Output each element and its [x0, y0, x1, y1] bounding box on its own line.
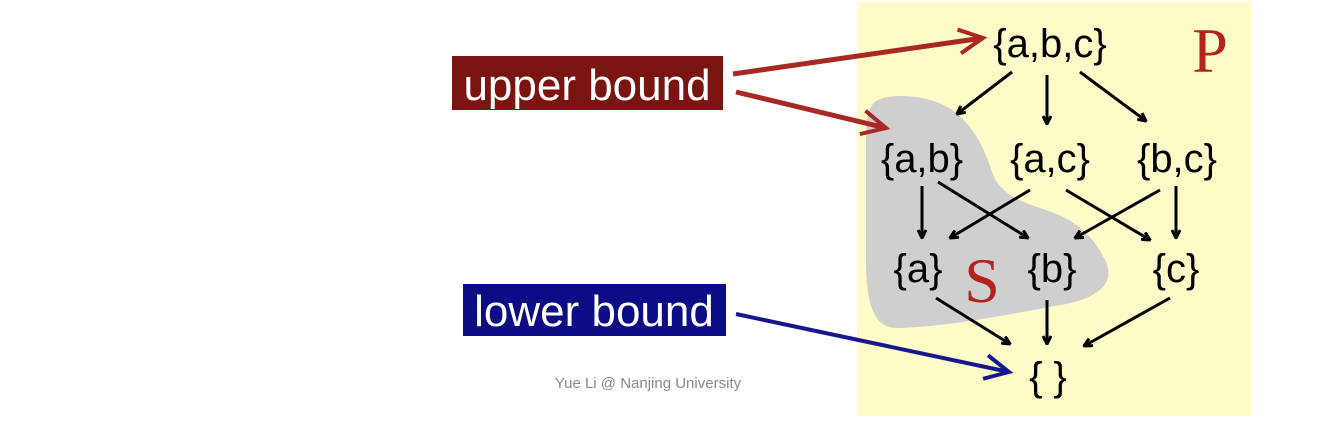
node-c: {c}: [1153, 247, 1200, 291]
node-a: {a}: [894, 247, 943, 291]
lower-bound-label: lower bound: [474, 287, 714, 336]
edge-a-empty: [935, 296, 1010, 344]
node-bc: {b,c}: [1137, 137, 1217, 181]
edge-c-empty: [1084, 296, 1171, 346]
edge-abc-ab: [957, 70, 1013, 114]
edge-ac-c: [1065, 188, 1150, 240]
lower-bound-label-box: [463, 284, 726, 336]
upper-bound-label: upper bound: [463, 61, 710, 110]
node-ab: {a,b}: [881, 137, 963, 181]
edge-bc-b: [1075, 188, 1161, 238]
node-abc: {a,b,c}: [993, 22, 1106, 66]
node-ac: {a,c}: [1010, 137, 1090, 181]
edge-ac-a: [950, 188, 1031, 238]
subset-label-s: S: [964, 245, 1000, 316]
lower-bound-arrow-empty: [735, 312, 1014, 381]
edge-abc-bc: [1079, 70, 1146, 121]
node-b: {b}: [1028, 247, 1077, 291]
poset-label-p: P: [1192, 15, 1228, 86]
upper-bound-arrow-abc: [732, 27, 988, 77]
upper-bound-label-box: [452, 56, 723, 110]
edge-ab-b: [937, 180, 1028, 238]
hasse-edges: [922, 70, 1176, 346]
node-empty: { }: [1029, 355, 1067, 399]
upper-bound-arrow-ab: [735, 89, 891, 137]
footer-credit: Yue Li @ Nanjing University: [555, 375, 742, 392]
